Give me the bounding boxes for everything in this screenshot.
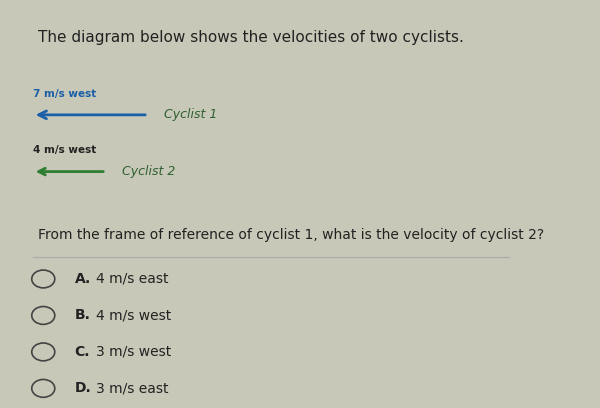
- Text: 3 m/s west: 3 m/s west: [95, 345, 171, 359]
- Text: D.: D.: [74, 381, 91, 395]
- Text: 4 m/s west: 4 m/s west: [95, 308, 171, 322]
- Text: Cyclist 2: Cyclist 2: [122, 165, 175, 178]
- Text: 4 m/s west: 4 m/s west: [33, 145, 96, 155]
- Text: From the frame of reference of cyclist 1, what is the velocity of cyclist 2?: From the frame of reference of cyclist 1…: [38, 228, 544, 242]
- Text: C.: C.: [74, 345, 90, 359]
- Text: 4 m/s east: 4 m/s east: [95, 272, 168, 286]
- Text: Cyclist 1: Cyclist 1: [164, 109, 217, 121]
- Text: A.: A.: [74, 272, 91, 286]
- Text: 3 m/s east: 3 m/s east: [95, 381, 168, 395]
- Text: B.: B.: [74, 308, 91, 322]
- Text: The diagram below shows the velocities of two cyclists.: The diagram below shows the velocities o…: [38, 30, 464, 45]
- Text: 7 m/s west: 7 m/s west: [33, 89, 96, 99]
